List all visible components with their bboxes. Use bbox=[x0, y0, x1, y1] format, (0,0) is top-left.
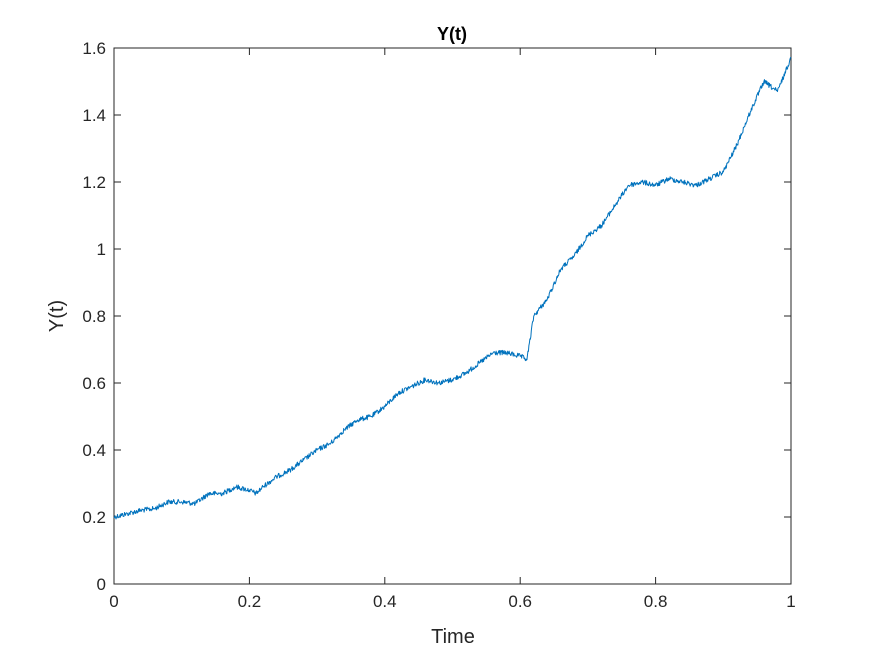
x-tick-label: 1 bbox=[786, 592, 795, 611]
x-tick-label: 0.6 bbox=[508, 592, 532, 611]
y-tick-label: 0.6 bbox=[82, 374, 106, 393]
plot-area: 0 0.2 0.4 0.6 0.8 1 0 0.2 0.4 0.6 0.8 1 1.2 1.4 1.6 bbox=[82, 39, 795, 611]
x-tick-label: 0.2 bbox=[238, 592, 262, 611]
series-layer bbox=[113, 57, 792, 520]
y-axis-label: Y(t) bbox=[46, 300, 68, 332]
x-axis-label: Time bbox=[431, 626, 475, 648]
x-axis: 0 0.2 0.4 0.6 0.8 1 bbox=[109, 48, 796, 611]
y-tick-label: 1.6 bbox=[82, 39, 106, 58]
y-tick-label: 1.4 bbox=[82, 106, 106, 125]
x-tick-label: 0.8 bbox=[644, 592, 668, 611]
y-tick-label: 0 bbox=[97, 575, 106, 594]
series-line bbox=[113, 57, 792, 520]
y-axis: 0 0.2 0.4 0.6 0.8 1 1.2 1.4 1.6 bbox=[82, 39, 791, 594]
y-tick-label: 1.2 bbox=[82, 173, 106, 192]
y-tick-label: 0.8 bbox=[82, 307, 106, 326]
y-tick-label: 0.2 bbox=[82, 508, 106, 527]
x-tick-label: 0 bbox=[109, 592, 118, 611]
y-tick-label: 0.4 bbox=[82, 441, 106, 460]
chart-title: Y(t) bbox=[437, 24, 467, 44]
y-tick-label: 1 bbox=[97, 240, 106, 259]
x-tick-label: 0.4 bbox=[373, 592, 397, 611]
